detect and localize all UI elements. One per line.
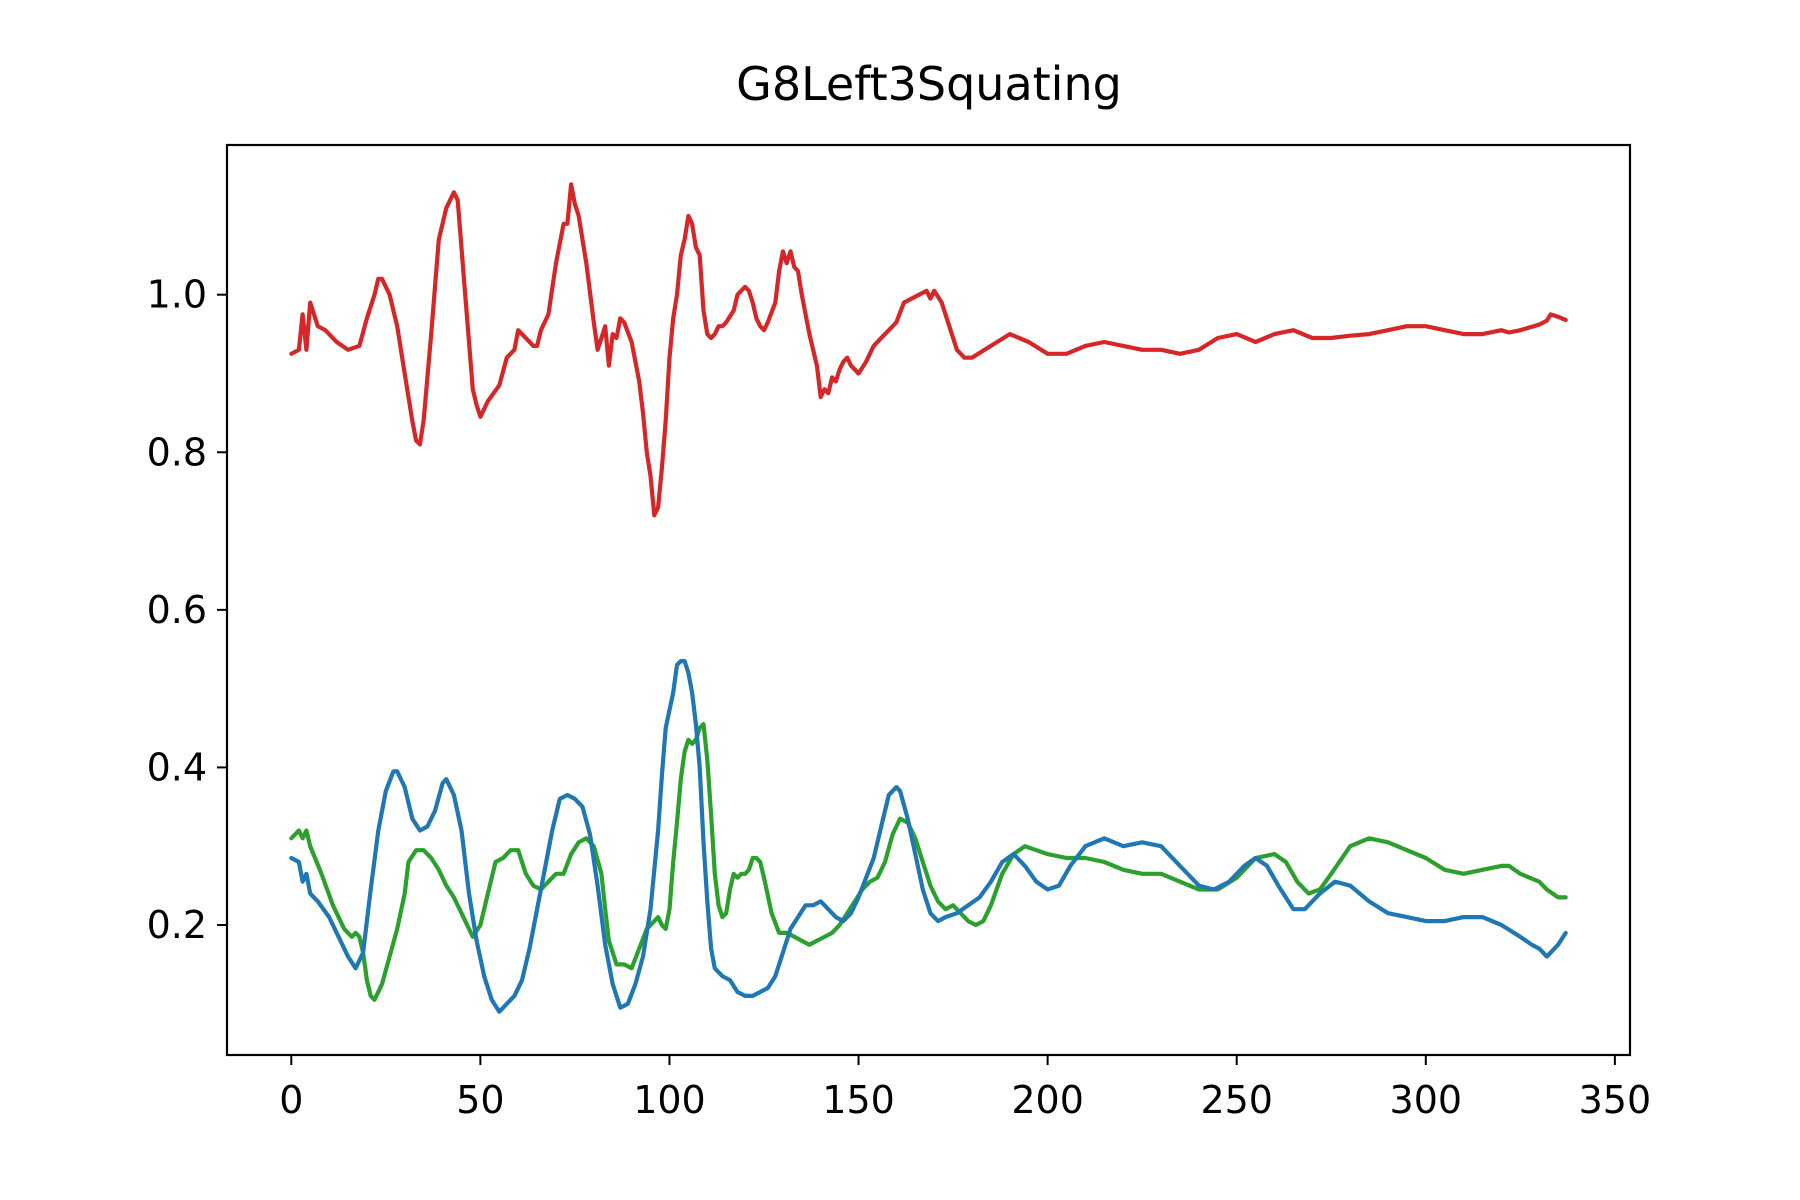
x-tick-label: 200 xyxy=(1011,1078,1084,1122)
y-tick-label: 1.0 xyxy=(147,273,207,317)
series-line-3 xyxy=(289,658,1568,1014)
chart-title: G8Left3Squating xyxy=(736,57,1122,111)
x-tick-label: 0 xyxy=(279,1078,303,1122)
series-layer xyxy=(289,182,1568,1014)
x-tick-label: 150 xyxy=(822,1078,895,1122)
y-tick-label: 0.6 xyxy=(147,588,207,632)
plot-frame xyxy=(225,143,1632,1057)
x-tick-label: 300 xyxy=(1390,1078,1463,1122)
series-line-2 xyxy=(289,721,1568,1002)
series-line-1 xyxy=(289,182,1568,518)
x-tick-label: 100 xyxy=(633,1078,706,1122)
x-tick-label: 350 xyxy=(1579,1078,1652,1122)
axes-layer: 0 50 100 150 200 250 300 350 0.2 0.4 0.6 0.8 1.0 xyxy=(147,143,1652,1122)
y-tick-label: 0.4 xyxy=(147,745,207,789)
y-tick-label: 0.8 xyxy=(147,430,207,474)
y-tick-label: 0.2 xyxy=(147,903,207,947)
x-tick-label: 250 xyxy=(1200,1078,1273,1122)
x-tick-label: 50 xyxy=(456,1078,504,1122)
